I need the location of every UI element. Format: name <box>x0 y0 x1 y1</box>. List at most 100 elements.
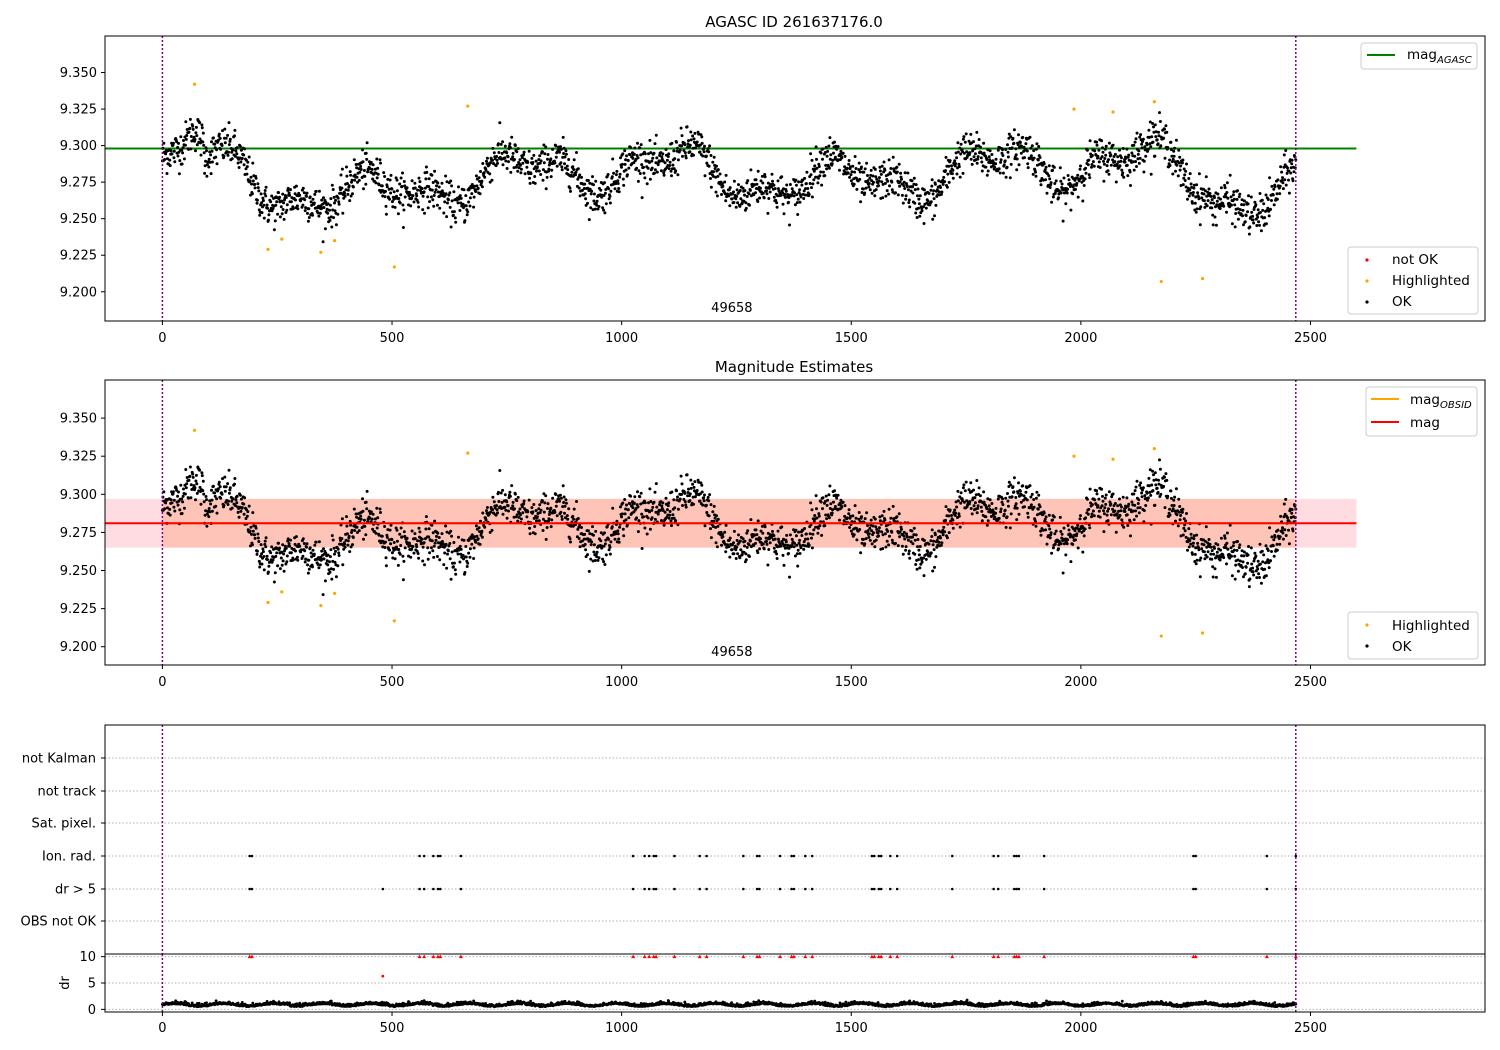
ok-point <box>863 191 867 195</box>
ok-point <box>1091 160 1095 164</box>
ok-point <box>492 151 496 155</box>
ok-point <box>207 515 211 519</box>
ok-point <box>472 195 476 199</box>
ok-point <box>465 213 469 217</box>
ok-point <box>617 190 621 194</box>
ok-point <box>511 504 515 508</box>
ok-point <box>697 480 701 484</box>
ok-point <box>371 163 375 167</box>
ok-point <box>1044 528 1048 532</box>
ok-point <box>867 535 871 539</box>
ok-point <box>1048 536 1052 540</box>
ok-point <box>1269 559 1272 563</box>
ok-point <box>280 550 284 554</box>
ok-point <box>833 155 837 159</box>
ok-point <box>329 197 333 201</box>
ok-point <box>533 525 537 528</box>
ok-point <box>676 507 680 511</box>
ok-point <box>870 191 874 195</box>
ok-point <box>1071 535 1075 539</box>
ok-point <box>627 516 631 520</box>
ok-point <box>984 515 988 519</box>
ok-point <box>788 575 791 579</box>
ok-point <box>308 195 312 199</box>
ok-point <box>615 169 619 173</box>
ok-point <box>1095 489 1099 493</box>
ok-point <box>1102 162 1106 166</box>
ok-point <box>355 525 359 529</box>
ok-point <box>775 552 779 556</box>
ok-point <box>1130 151 1134 155</box>
ok-point <box>1188 539 1192 542</box>
ok-point <box>215 497 219 501</box>
ok-point <box>289 188 292 192</box>
ok-point <box>578 194 582 198</box>
ok-point <box>250 182 253 186</box>
ok-point <box>621 527 625 531</box>
ok-point <box>334 549 337 553</box>
ok-point <box>289 551 293 555</box>
ok-point <box>824 163 828 167</box>
ok-point <box>490 178 494 182</box>
ok-point <box>227 121 231 125</box>
ok-point <box>345 532 349 536</box>
ok-point <box>1237 195 1241 199</box>
ok-point <box>720 193 723 196</box>
ok-point <box>526 161 530 164</box>
ok-point <box>475 534 479 538</box>
ok-point <box>976 504 980 508</box>
ok-point <box>547 163 551 167</box>
ok-point <box>527 149 531 153</box>
ok-point <box>713 167 717 170</box>
ok-point <box>1104 502 1108 506</box>
ok-point <box>388 197 392 201</box>
ok-point <box>1179 184 1183 187</box>
ok-point <box>1147 484 1151 488</box>
ok-point <box>1146 147 1150 151</box>
ok-point <box>807 543 811 547</box>
ok-point <box>1215 550 1219 554</box>
ok-point <box>365 141 369 145</box>
ok-point <box>832 500 835 504</box>
ok-point <box>238 493 242 497</box>
ok-point <box>1173 160 1177 164</box>
ok-point <box>611 506 615 510</box>
ok-point <box>445 530 449 534</box>
ok-point <box>220 492 224 496</box>
ok-point <box>956 499 960 503</box>
ok-point <box>1135 165 1138 168</box>
ok-point <box>979 156 983 160</box>
ok-point <box>294 184 298 188</box>
ok-point <box>802 189 806 193</box>
ok-point <box>1238 543 1242 547</box>
ok-point <box>633 146 637 150</box>
ok-point <box>747 192 751 196</box>
ok-point <box>776 537 780 541</box>
ok-point <box>550 518 554 522</box>
ok-point <box>877 176 881 180</box>
ok-point <box>1229 195 1233 199</box>
ok-point <box>666 504 670 508</box>
ok-point <box>380 534 384 538</box>
ok-point <box>240 156 244 160</box>
ok-point <box>920 209 924 213</box>
ok-point <box>213 142 217 146</box>
ok-point <box>1009 483 1013 487</box>
ok-point <box>1181 533 1185 537</box>
ok-point <box>1002 512 1006 516</box>
ok-point <box>747 543 751 547</box>
ok-point <box>1066 187 1070 191</box>
ok-point <box>899 171 903 175</box>
ok-point <box>235 501 239 505</box>
ok-point <box>1090 515 1093 519</box>
ok-point <box>535 169 538 173</box>
ok-point <box>510 484 514 488</box>
ok-point <box>827 144 831 148</box>
ok-point <box>1064 553 1068 557</box>
ok-point <box>646 516 650 520</box>
ok-point <box>772 195 776 199</box>
ok-point <box>1223 183 1227 187</box>
ok-point <box>883 532 887 536</box>
panel1-plot-area <box>105 36 1357 321</box>
ok-point <box>607 187 611 191</box>
